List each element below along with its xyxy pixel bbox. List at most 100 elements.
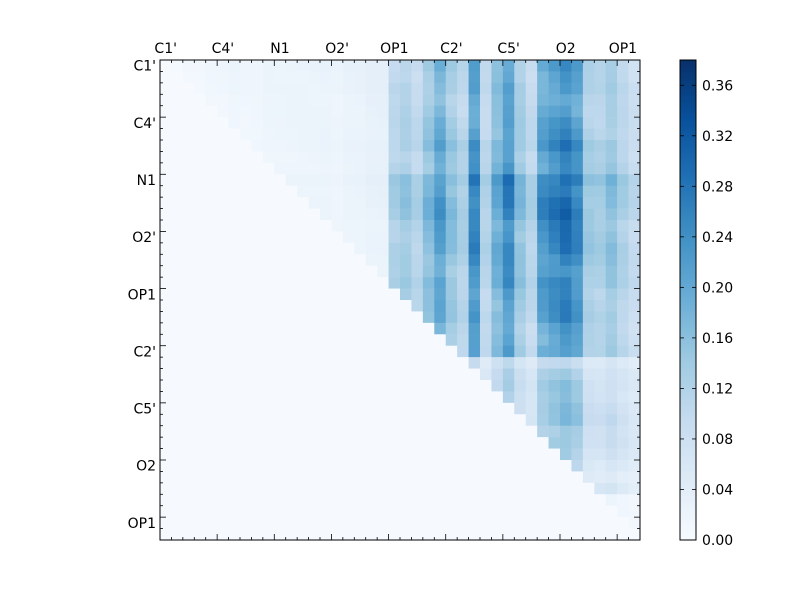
heatmap-cell [400, 140, 412, 152]
heatmap-cell [571, 300, 584, 312]
heatmap-cell [297, 71, 309, 84]
heatmap-cell [251, 425, 264, 438]
heatmap-cell [262, 117, 275, 129]
heatmap-cell [537, 402, 549, 415]
heatmap-cell [617, 322, 629, 335]
heatmap-cell [228, 60, 241, 72]
heatmap-cell [342, 437, 355, 449]
heatmap-cell [331, 231, 344, 244]
heatmap-cell [480, 288, 492, 301]
heatmap-cell [320, 60, 332, 72]
heatmap-cell [205, 425, 218, 438]
heatmap-cell [571, 174, 584, 187]
heatmap-cell [228, 94, 241, 107]
heatmap-cell [240, 357, 252, 369]
heatmap-cell [308, 357, 321, 369]
heatmap-cell [502, 494, 515, 507]
colorbar-tick-label: 0.24 [702, 230, 733, 246]
heatmap-cell [525, 345, 538, 358]
heatmap-cell [297, 151, 309, 164]
heatmap-cell [560, 151, 572, 164]
heatmap-cell [285, 345, 298, 358]
heatmap-cell [205, 105, 218, 118]
heatmap-cell [354, 322, 367, 335]
heatmap-cell [571, 60, 584, 72]
colorbar-tick-label: 0.00 [702, 533, 733, 549]
heatmap-cell [571, 505, 584, 518]
heatmap-cell [491, 368, 504, 381]
heatmap-cell [228, 162, 241, 175]
heatmap-cell [571, 288, 584, 301]
heatmap-cell [205, 197, 218, 209]
heatmap-cell [182, 82, 195, 95]
heatmap-cell [262, 357, 275, 369]
heatmap-cell [525, 380, 538, 392]
heatmap-cell [594, 517, 607, 529]
heatmap-cell [251, 197, 264, 209]
heatmap-cell [434, 528, 447, 541]
heatmap-cell [160, 105, 172, 118]
heatmap-cell [468, 517, 481, 529]
heatmap-cell [320, 208, 332, 221]
heatmap-cell [194, 140, 207, 152]
heatmap-cell [480, 517, 492, 529]
heatmap-cell [434, 254, 447, 267]
heatmap-cell [434, 242, 447, 255]
heatmap-cell [560, 82, 572, 95]
heatmap-cell [377, 300, 389, 312]
heatmap-cell [297, 82, 309, 95]
heatmap-cell [240, 140, 252, 152]
heatmap-cell [422, 277, 435, 289]
heatmap-cell [514, 140, 527, 152]
heatmap-cell [262, 140, 275, 152]
heatmap-cell [297, 448, 309, 461]
heatmap-cell [457, 60, 469, 72]
heatmap-cell [171, 265, 184, 278]
heatmap-cell [502, 380, 515, 392]
heatmap-cell [502, 425, 515, 438]
heatmap-cell [445, 265, 458, 278]
heatmap-cell [411, 151, 424, 164]
heatmap-cell [617, 162, 629, 175]
heatmap-cell [240, 391, 252, 404]
heatmap-cell [354, 174, 367, 187]
heatmap-cell [571, 437, 584, 449]
heatmap-cell [171, 425, 184, 438]
heatmap-cell [194, 185, 207, 198]
heatmap-cell [411, 482, 424, 495]
heatmap-cell [320, 357, 332, 369]
heatmap-cell [434, 185, 447, 198]
heatmap-cell [491, 174, 504, 187]
heatmap-cell [457, 140, 469, 152]
heatmap-cell [297, 437, 309, 449]
heatmap-cell [422, 82, 435, 95]
heatmap-cell [617, 151, 629, 164]
heatmap-cell [617, 380, 629, 392]
heatmap-cell [365, 197, 378, 209]
heatmap-cell [617, 71, 629, 84]
heatmap-cell [628, 300, 641, 312]
heatmap-cell [445, 140, 458, 152]
heatmap-cell [468, 208, 481, 221]
heatmap-cell [468, 437, 481, 449]
heatmap-cell [605, 380, 618, 392]
heatmap-cell [422, 391, 435, 404]
heatmap-cell [308, 197, 321, 209]
heatmap-cell [365, 254, 378, 267]
heatmap-cell [194, 460, 207, 472]
heatmap-cell [548, 437, 561, 449]
heatmap-cell [525, 288, 538, 301]
heatmap-cell [285, 242, 298, 255]
heatmap-cell [354, 71, 367, 84]
heatmap-cell [411, 460, 424, 472]
heatmap-cell [514, 231, 527, 244]
heatmap-cell [320, 402, 332, 415]
heatmap-cell [240, 94, 252, 107]
heatmap-cell [217, 322, 229, 335]
heatmap-cell [342, 300, 355, 312]
heatmap-cell [388, 322, 401, 335]
heatmap-cell [480, 414, 492, 427]
heatmap-cell [320, 471, 332, 484]
heatmap-cell [354, 185, 367, 198]
heatmap-cell [422, 288, 435, 301]
